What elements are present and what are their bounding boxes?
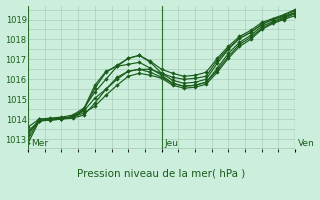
- Text: Jeu: Jeu: [164, 139, 178, 148]
- Text: Ven: Ven: [298, 139, 315, 148]
- X-axis label: Pression niveau de la mer( hPa ): Pression niveau de la mer( hPa ): [77, 168, 246, 178]
- Text: Mer: Mer: [31, 139, 48, 148]
